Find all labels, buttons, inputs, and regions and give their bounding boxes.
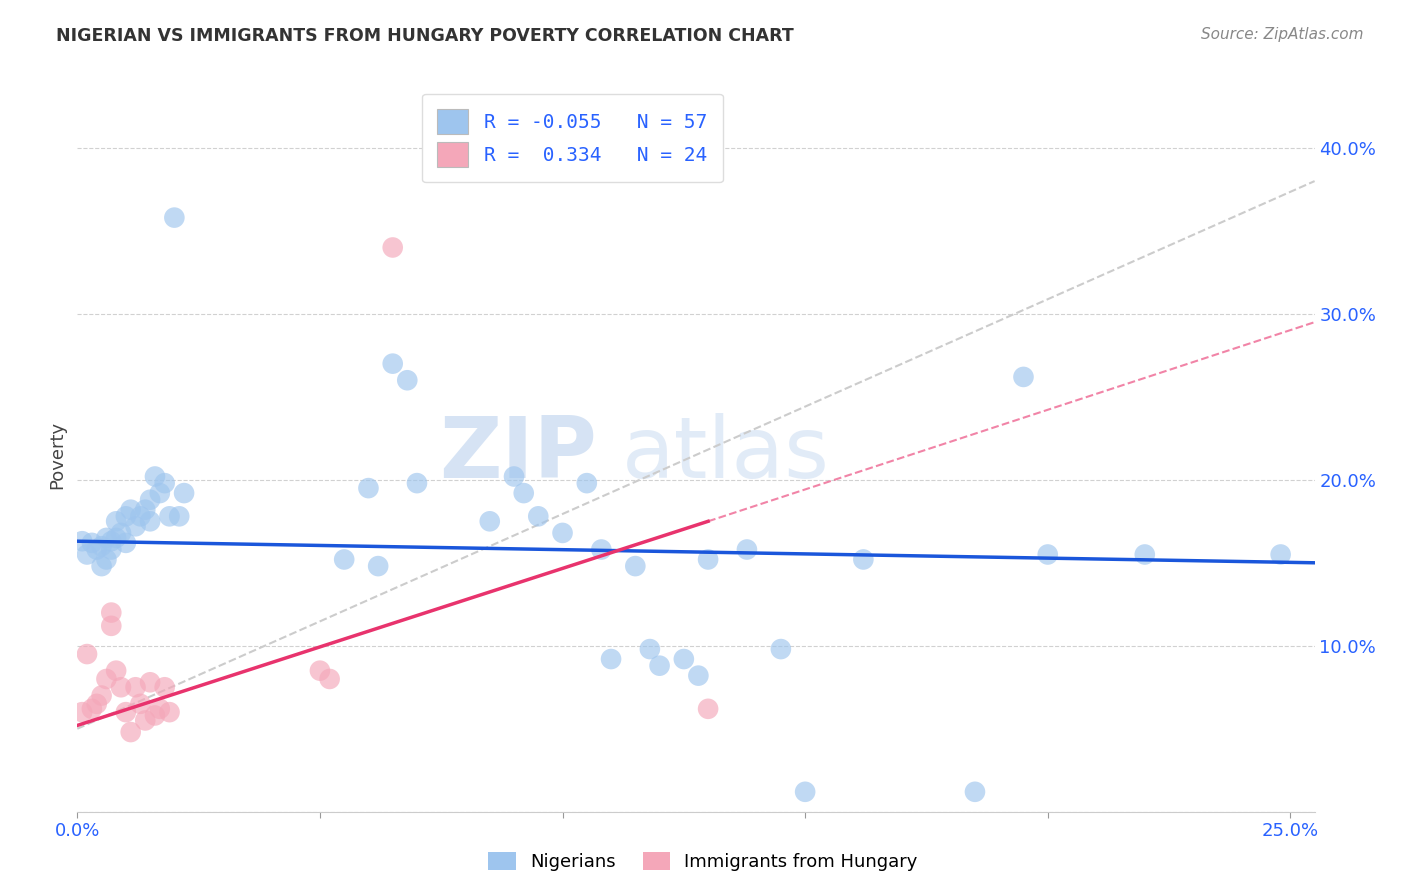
Point: [527, 509, 550, 524]
Point: [852, 552, 875, 566]
Point: [163, 211, 186, 225]
Point: [115, 536, 138, 550]
Point: [80, 536, 103, 550]
Point: [129, 509, 152, 524]
Text: NIGERIAN VS IMMIGRANTS FROM HUNGARY POVERTY CORRELATION CHART: NIGERIAN VS IMMIGRANTS FROM HUNGARY POVE…: [56, 27, 794, 45]
Point: [105, 664, 128, 678]
Point: [638, 642, 661, 657]
Point: [333, 552, 356, 566]
Point: [357, 481, 380, 495]
Point: [1133, 548, 1156, 562]
Point: [76, 548, 98, 562]
Point: [591, 542, 613, 557]
Point: [115, 509, 138, 524]
Text: atlas: atlas: [621, 413, 830, 497]
Point: [575, 476, 598, 491]
Point: [134, 714, 156, 728]
Point: [139, 675, 162, 690]
Point: [100, 606, 122, 620]
Point: [149, 486, 172, 500]
Point: [672, 652, 695, 666]
Point: [697, 552, 720, 566]
Text: Source: ZipAtlas.com: Source: ZipAtlas.com: [1201, 27, 1364, 42]
Point: [367, 559, 389, 574]
Point: [396, 373, 419, 387]
Point: [129, 697, 152, 711]
Point: [159, 509, 181, 524]
Point: [86, 697, 108, 711]
Point: [159, 705, 181, 719]
Point: [110, 680, 132, 694]
Point: [1270, 548, 1292, 562]
Point: [1012, 370, 1035, 384]
Point: [96, 672, 118, 686]
Point: [697, 702, 720, 716]
Point: [76, 647, 98, 661]
Point: [173, 486, 195, 500]
Point: [769, 642, 792, 657]
Point: [96, 552, 118, 566]
Point: [167, 509, 190, 524]
Point: [318, 672, 340, 686]
Point: [90, 689, 112, 703]
Point: [134, 502, 156, 516]
Point: [624, 559, 647, 574]
Point: [143, 708, 166, 723]
Point: [149, 702, 172, 716]
Point: [124, 680, 146, 694]
Point: [735, 542, 758, 557]
Point: [648, 658, 671, 673]
Point: [794, 785, 817, 799]
Point: [86, 542, 108, 557]
Point: [100, 534, 122, 549]
Point: [512, 486, 534, 500]
Point: [406, 476, 429, 491]
Point: [100, 619, 122, 633]
Text: ZIP: ZIP: [439, 413, 598, 497]
Point: [80, 702, 103, 716]
Legend: R = -0.055   N = 57, R =  0.334   N = 24: R = -0.055 N = 57, R = 0.334 N = 24: [422, 94, 723, 183]
Point: [139, 514, 162, 528]
Point: [96, 531, 118, 545]
Point: [381, 240, 404, 254]
Point: [478, 514, 501, 528]
Point: [70, 705, 93, 719]
Point: [110, 525, 132, 540]
Point: [124, 519, 146, 533]
Point: [600, 652, 623, 666]
Point: [90, 539, 112, 553]
Point: [551, 525, 574, 540]
Point: [120, 502, 142, 516]
Point: [105, 531, 128, 545]
Point: [90, 559, 112, 574]
Point: [100, 542, 122, 557]
Point: [1036, 548, 1059, 562]
Point: [153, 680, 176, 694]
Point: [688, 668, 710, 682]
Legend: Nigerians, Immigrants from Hungary: Nigerians, Immigrants from Hungary: [481, 845, 925, 879]
Point: [309, 664, 332, 678]
Y-axis label: Poverty: Poverty: [48, 421, 66, 489]
Point: [503, 469, 526, 483]
Point: [143, 469, 166, 483]
Point: [963, 785, 986, 799]
Point: [153, 476, 176, 491]
Point: [115, 705, 138, 719]
Point: [105, 514, 128, 528]
Point: [70, 534, 93, 549]
Point: [120, 725, 142, 739]
Point: [381, 357, 404, 371]
Point: [139, 492, 162, 507]
